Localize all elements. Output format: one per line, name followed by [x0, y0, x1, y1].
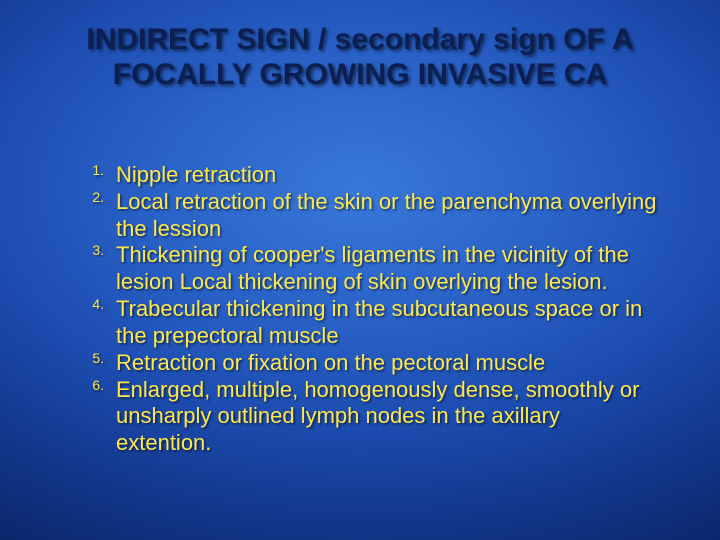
slide: INDIRECT SIGN / secondary sign OF A FOCA… [0, 0, 720, 540]
list-item: 5. Retraction or fixation on the pectora… [82, 350, 660, 377]
list-text: Thickening of cooper's ligaments in the … [116, 242, 660, 296]
list-number: 2. [82, 189, 116, 206]
list-text: Local retraction of the skin or the pare… [116, 189, 660, 243]
list-text: Trabecular thickening in the subcutaneou… [116, 296, 660, 350]
list-item: 1. Nipple retraction [82, 162, 660, 189]
list-number: 1. [82, 162, 116, 179]
list-item: 6. Enlarged, multiple, homogenously dens… [82, 377, 660, 457]
list-number: 3. [82, 242, 116, 259]
list-item: 2. Local retraction of the skin or the p… [82, 189, 660, 243]
list-item: 3. Thickening of cooper's ligaments in t… [82, 242, 660, 296]
list-number: 4. [82, 296, 116, 313]
list-item: 4. Trabecular thickening in the subcutan… [82, 296, 660, 350]
list-number: 6. [82, 377, 116, 394]
list-text: Enlarged, multiple, homogenously dense, … [116, 377, 660, 457]
slide-title: INDIRECT SIGN / secondary sign OF A FOCA… [0, 0, 720, 93]
list-text: Nipple retraction [116, 162, 660, 189]
list-number: 5. [82, 350, 116, 367]
list-text: Retraction or fixation on the pectoral m… [116, 350, 660, 377]
numbered-list: 1. Nipple retraction 2. Local retraction… [82, 162, 660, 457]
